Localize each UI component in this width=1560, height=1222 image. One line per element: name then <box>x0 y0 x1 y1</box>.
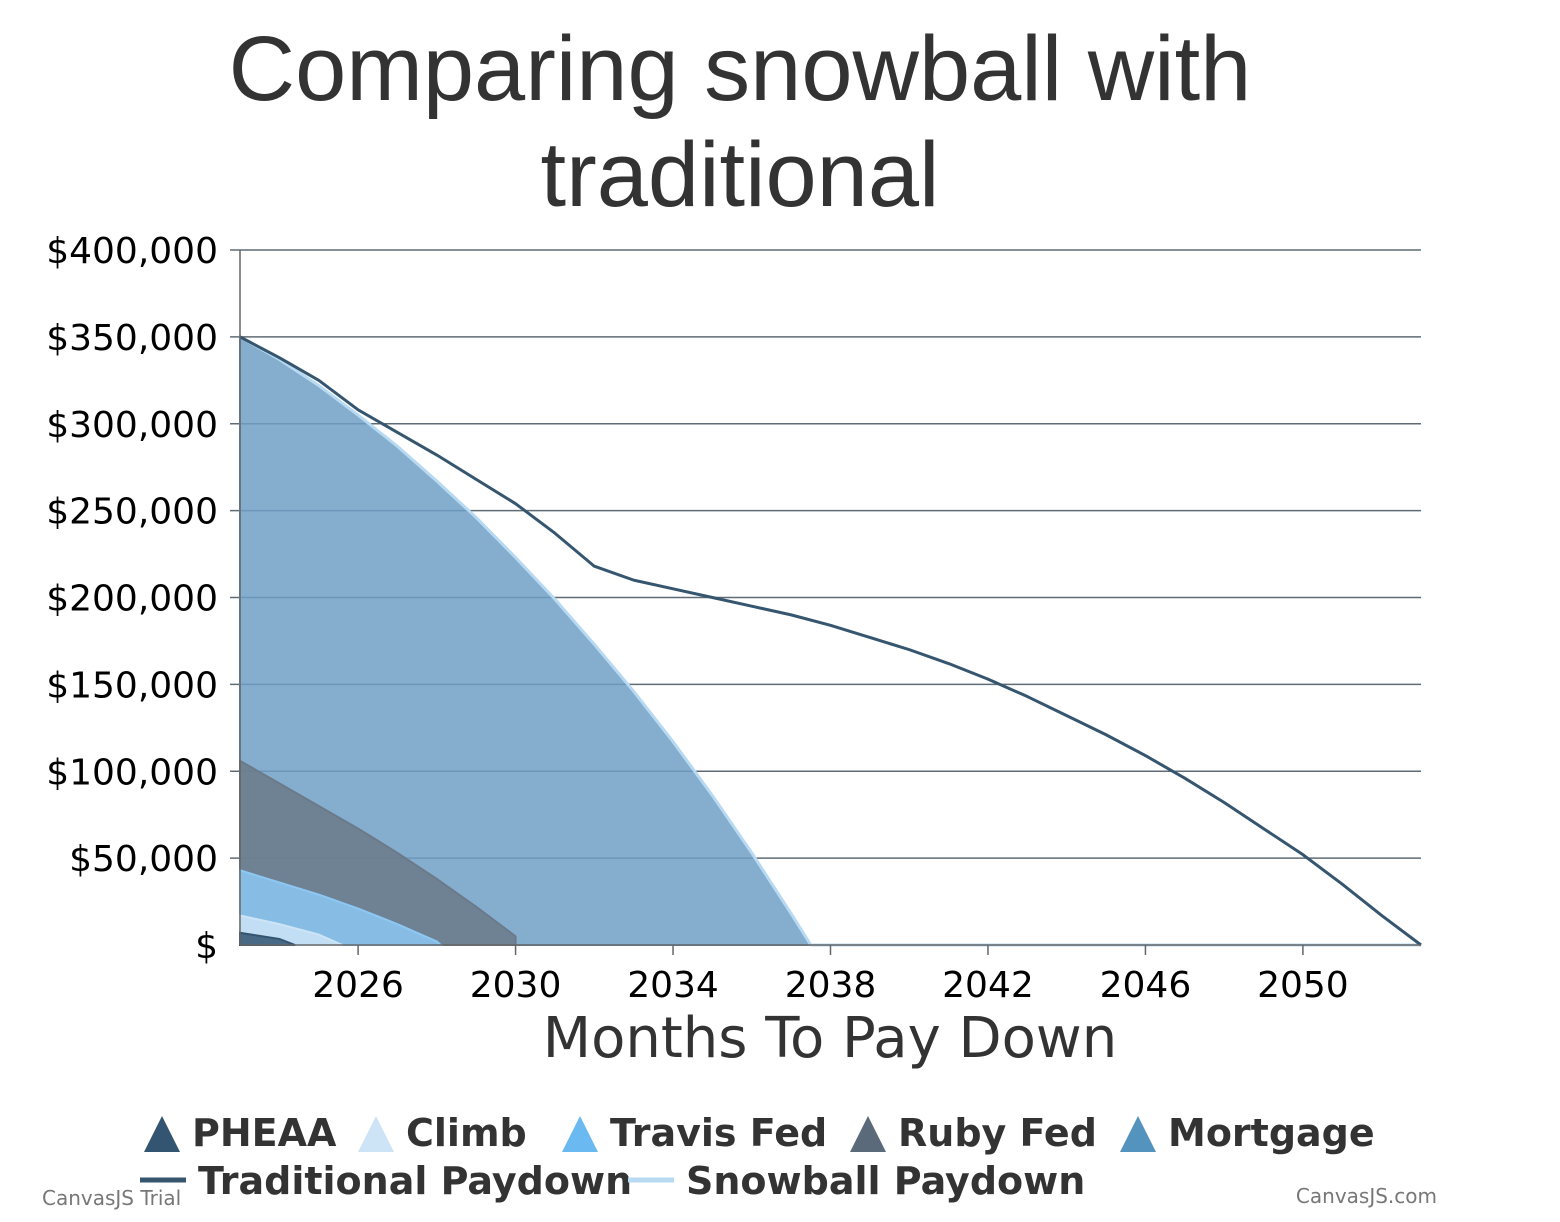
x-tick-label-2038: 2038 <box>785 965 877 1006</box>
legend: PHEAA Climb Travis Fed Ruby Fed Mortgage Trad… <box>140 1111 1375 1203</box>
x-tick-label-2046: 2046 <box>1100 965 1192 1006</box>
area-series <box>239 335 813 946</box>
chart-title-line-2: traditional <box>541 124 940 226</box>
y-tick-label-250000: $250,000 <box>46 492 218 533</box>
x-tick-label-2034: 2034 <box>627 965 719 1006</box>
legend-item-ruby-fed[interactable]: Ruby Fed <box>850 1111 1097 1155</box>
x-axis-title: Months To Pay Down <box>543 1006 1117 1071</box>
line-series <box>239 335 1422 947</box>
legend-marker-ruby-fed <box>850 1116 886 1152</box>
legend-marker-travis-fed <box>562 1116 598 1152</box>
legend-marker-mortgage <box>1120 1116 1156 1152</box>
x-tick-label-2026: 2026 <box>312 965 404 1006</box>
chart-title-line-1: Comparing snowball with <box>229 18 1252 120</box>
legend-item-mortgage[interactable]: Mortgage <box>1120 1111 1375 1155</box>
axes <box>239 250 1421 955</box>
legend-label-traditional-paydown: Traditional Paydown <box>198 1159 632 1203</box>
legend-label-ruby-fed: Ruby Fed <box>898 1111 1097 1155</box>
credit-left: CanvasJS Trial <box>42 1186 181 1210</box>
legend-label-mortgage: Mortgage <box>1168 1111 1375 1155</box>
legend-label-pheaa: PHEAA <box>192 1111 337 1155</box>
legend-marker-climb <box>358 1116 394 1152</box>
legend-item-travis-fed[interactable]: Travis Fed <box>562 1111 827 1155</box>
x-tick-label-2042: 2042 <box>942 965 1034 1006</box>
legend-item-traditional-paydown[interactable]: Traditional Paydown <box>140 1159 632 1203</box>
legend-label-climb: Climb <box>406 1111 527 1155</box>
y-tick-label-150000: $150,000 <box>46 665 218 706</box>
legend-label-snowball-paydown: Snowball Paydown <box>686 1159 1085 1203</box>
tick-labels: $ $50,000 $100,000 $150,000 $200,000 $250,000… <box>46 231 1348 1006</box>
y-tick-label-0: $ <box>195 926 218 967</box>
y-tick-label-400000: $400,000 <box>46 231 218 272</box>
legend-marker-pheaa <box>144 1116 180 1152</box>
legend-item-climb[interactable]: Climb <box>358 1111 527 1155</box>
y-tick-label-100000: $100,000 <box>46 752 218 793</box>
legend-item-pheaa[interactable]: PHEAA <box>144 1111 337 1155</box>
line-traditional-paydown <box>239 335 1422 947</box>
credit-right[interactable]: CanvasJS.com <box>1296 1184 1437 1208</box>
y-tick-label-300000: $300,000 <box>46 405 218 446</box>
line-snowball-paydown <box>239 335 1421 947</box>
y-tick-label-200000: $200,000 <box>46 579 218 620</box>
x-tick-label-2050: 2050 <box>1257 965 1349 1006</box>
y-tick-label-50000: $50,000 <box>69 839 218 880</box>
legend-item-snowball-paydown[interactable]: Snowball Paydown <box>628 1159 1085 1203</box>
legend-label-travis-fed: Travis Fed <box>610 1111 827 1155</box>
y-tick-label-350000: $350,000 <box>46 318 218 359</box>
x-tick-label-2030: 2030 <box>470 965 562 1006</box>
